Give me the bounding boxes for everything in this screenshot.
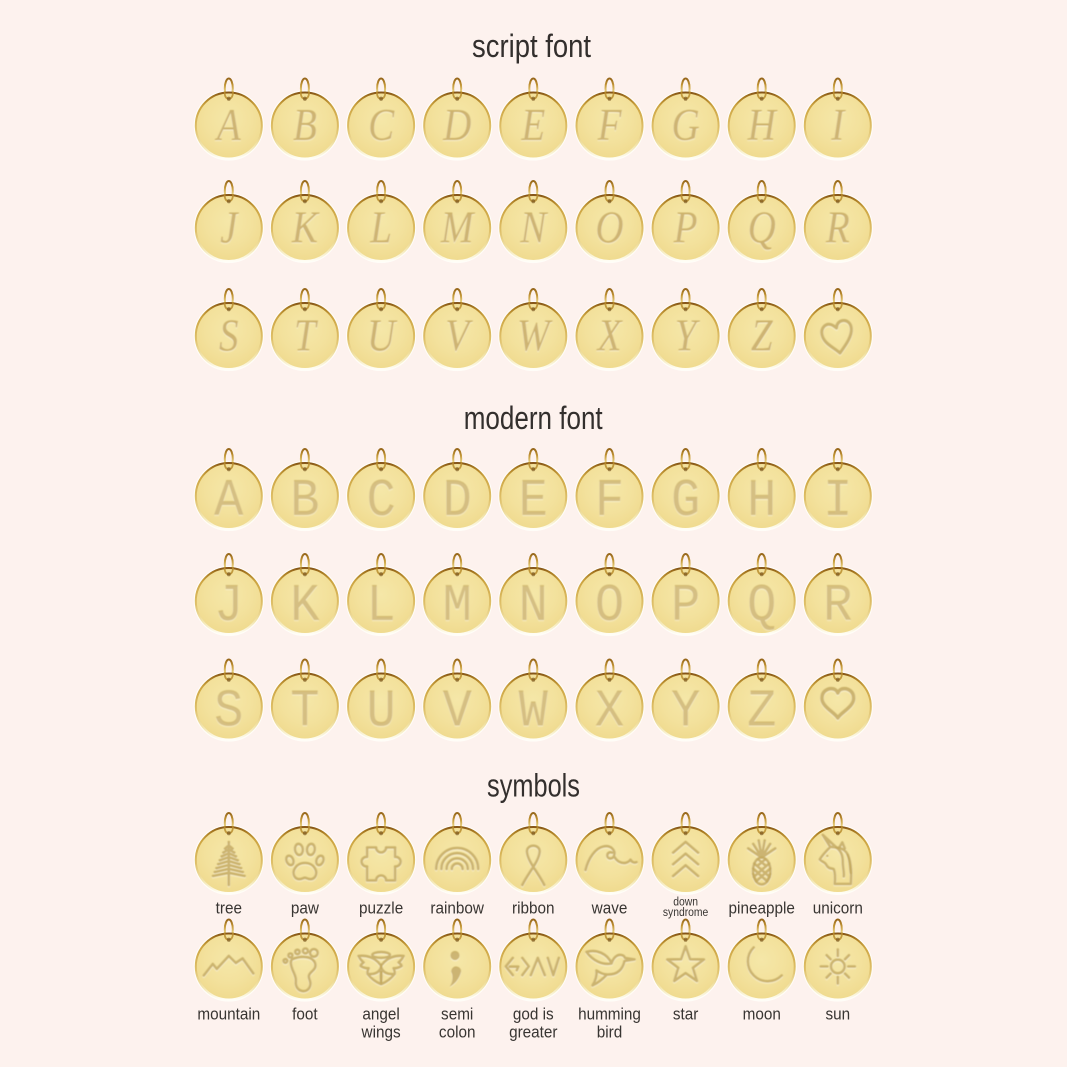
- svg-text:Q: Q: [747, 577, 776, 636]
- svg-text:ribbon: ribbon: [512, 899, 554, 918]
- svg-text:bird: bird: [597, 1023, 622, 1042]
- svg-text:X: X: [596, 311, 623, 362]
- svg-text:J: J: [214, 577, 243, 636]
- svg-text:H: H: [747, 100, 778, 151]
- svg-text:Q: Q: [748, 203, 776, 254]
- svg-text:P: P: [671, 577, 700, 636]
- svg-text:L: L: [366, 577, 395, 636]
- svg-text:Z: Z: [751, 311, 774, 362]
- svg-text:G: G: [671, 100, 699, 151]
- svg-text:star: star: [673, 1005, 699, 1024]
- svg-text:C: C: [366, 472, 395, 531]
- svg-text:N: N: [519, 577, 548, 636]
- svg-text:J: J: [220, 203, 239, 254]
- svg-text:pineapple: pineapple: [729, 899, 795, 918]
- svg-text:angel: angel: [362, 1005, 399, 1024]
- svg-text:A: A: [214, 100, 241, 151]
- svg-text:semi: semi: [441, 1005, 473, 1024]
- svg-text:S: S: [219, 311, 239, 362]
- svg-text:B: B: [293, 100, 317, 151]
- svg-text:K: K: [291, 203, 320, 254]
- svg-text:unicorn: unicorn: [813, 899, 863, 918]
- svg-text:U: U: [366, 683, 395, 742]
- svg-text:R: R: [823, 577, 852, 636]
- svg-text:rainbow: rainbow: [430, 899, 484, 918]
- svg-text:down: down: [673, 896, 698, 909]
- svg-text:X: X: [595, 683, 624, 742]
- svg-text:modern font: modern font: [464, 402, 603, 437]
- svg-text:Y: Y: [671, 683, 700, 742]
- svg-text:H: H: [747, 472, 776, 531]
- svg-text:T: T: [294, 311, 319, 362]
- svg-text:C: C: [368, 100, 395, 151]
- svg-text:god is: god is: [513, 1005, 554, 1024]
- svg-text:L: L: [369, 203, 392, 254]
- svg-text:syndrome: syndrome: [663, 907, 708, 920]
- svg-text:T: T: [290, 683, 319, 742]
- svg-text:A: A: [214, 472, 244, 531]
- svg-text:Y: Y: [675, 311, 701, 362]
- svg-text:Z: Z: [747, 683, 776, 742]
- svg-text:B: B: [290, 472, 319, 531]
- svg-text:mountain: mountain: [197, 1005, 260, 1024]
- svg-text:P: P: [673, 203, 698, 254]
- svg-text:K: K: [290, 577, 320, 636]
- svg-text:O: O: [595, 577, 624, 636]
- svg-text:puzzle: puzzle: [359, 899, 403, 918]
- svg-text:M: M: [443, 577, 472, 636]
- svg-text:S: S: [214, 683, 243, 742]
- svg-text:wings: wings: [361, 1023, 401, 1042]
- svg-text:V: V: [445, 311, 473, 362]
- svg-text:greater: greater: [509, 1023, 558, 1042]
- svg-text:D: D: [443, 472, 472, 531]
- svg-text:paw: paw: [291, 899, 319, 918]
- svg-text:E: E: [519, 472, 548, 531]
- svg-text:script font: script font: [472, 29, 592, 64]
- svg-text:colon: colon: [439, 1023, 476, 1042]
- svg-text:moon: moon: [743, 1005, 781, 1024]
- svg-text:symbols: symbols: [487, 769, 580, 804]
- svg-text:U: U: [367, 311, 398, 362]
- svg-text:M: M: [440, 203, 476, 254]
- svg-text:F: F: [595, 472, 624, 531]
- svg-text:W: W: [517, 311, 553, 362]
- svg-text:G: G: [671, 472, 700, 531]
- svg-text:R: R: [825, 203, 850, 254]
- svg-text:D: D: [442, 100, 471, 151]
- svg-text:I: I: [830, 100, 846, 151]
- svg-text:V: V: [443, 683, 473, 742]
- svg-text:O: O: [595, 203, 623, 254]
- svg-text:W: W: [519, 683, 549, 742]
- svg-text:sun: sun: [825, 1005, 850, 1024]
- svg-text:tree: tree: [216, 899, 242, 918]
- svg-text:humming: humming: [578, 1005, 641, 1024]
- svg-text:foot: foot: [292, 1005, 318, 1024]
- svg-text:wave: wave: [591, 899, 628, 918]
- svg-text:I: I: [823, 472, 852, 531]
- svg-text:E: E: [520, 100, 545, 151]
- svg-text:N: N: [519, 203, 548, 254]
- svg-text:F: F: [597, 100, 623, 151]
